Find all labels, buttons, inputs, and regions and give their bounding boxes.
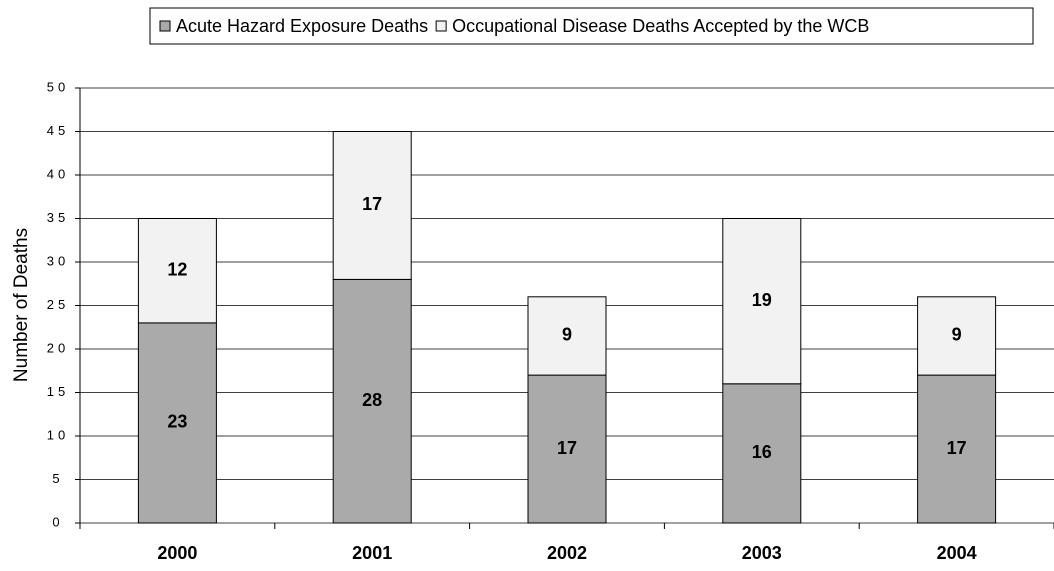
y-tick-label: 5 xyxy=(52,471,63,486)
y-tick-label: 0 xyxy=(52,514,63,529)
bar-segment xyxy=(137,218,217,324)
bar-segment xyxy=(917,374,997,524)
x-tick-label: 2004 xyxy=(937,543,977,563)
data-label: 12 xyxy=(167,259,187,279)
y-tick-label: 50 xyxy=(47,79,69,94)
y-tick-label: 35 xyxy=(47,210,69,225)
y-tick-label: 40 xyxy=(47,166,69,181)
legend-label: Occupational Disease Deaths Accepted by … xyxy=(452,16,869,36)
x-tick-label: 2001 xyxy=(352,543,392,563)
y-tick-label: 15 xyxy=(47,384,69,399)
bar-segment xyxy=(527,374,607,524)
bar-segment xyxy=(137,322,217,524)
data-label: 28 xyxy=(362,390,382,410)
y-tick-label: 20 xyxy=(47,340,69,355)
bar-segment xyxy=(722,383,802,524)
legend-swatch xyxy=(435,20,447,32)
bar-segment xyxy=(332,131,412,280)
data-label: 17 xyxy=(362,194,382,214)
legend-box xyxy=(149,7,1034,45)
legend-label: Acute Hazard Exposure Deaths xyxy=(176,16,428,36)
bar-segment xyxy=(917,296,997,376)
legend-swatch xyxy=(159,20,171,32)
bar-segment xyxy=(722,218,802,385)
bar-segment xyxy=(527,296,607,376)
x-tick-label: 2003 xyxy=(742,543,782,563)
y-tick-label: 30 xyxy=(47,253,69,268)
data-label: 9 xyxy=(562,325,572,345)
data-label: 17 xyxy=(557,438,577,458)
y-axis-title: Number of Deaths xyxy=(11,228,32,382)
y-tick-label: 25 xyxy=(47,297,69,312)
x-tick-label: 2000 xyxy=(157,543,197,563)
y-tick-label: 10 xyxy=(47,427,69,442)
x-tick-label: 2002 xyxy=(547,543,587,563)
data-label: 19 xyxy=(752,290,772,310)
data-label: 16 xyxy=(752,442,772,462)
y-tick-label: 45 xyxy=(47,123,69,138)
data-label: 23 xyxy=(167,412,187,432)
data-label: 17 xyxy=(947,438,967,458)
data-label: 9 xyxy=(952,325,962,345)
